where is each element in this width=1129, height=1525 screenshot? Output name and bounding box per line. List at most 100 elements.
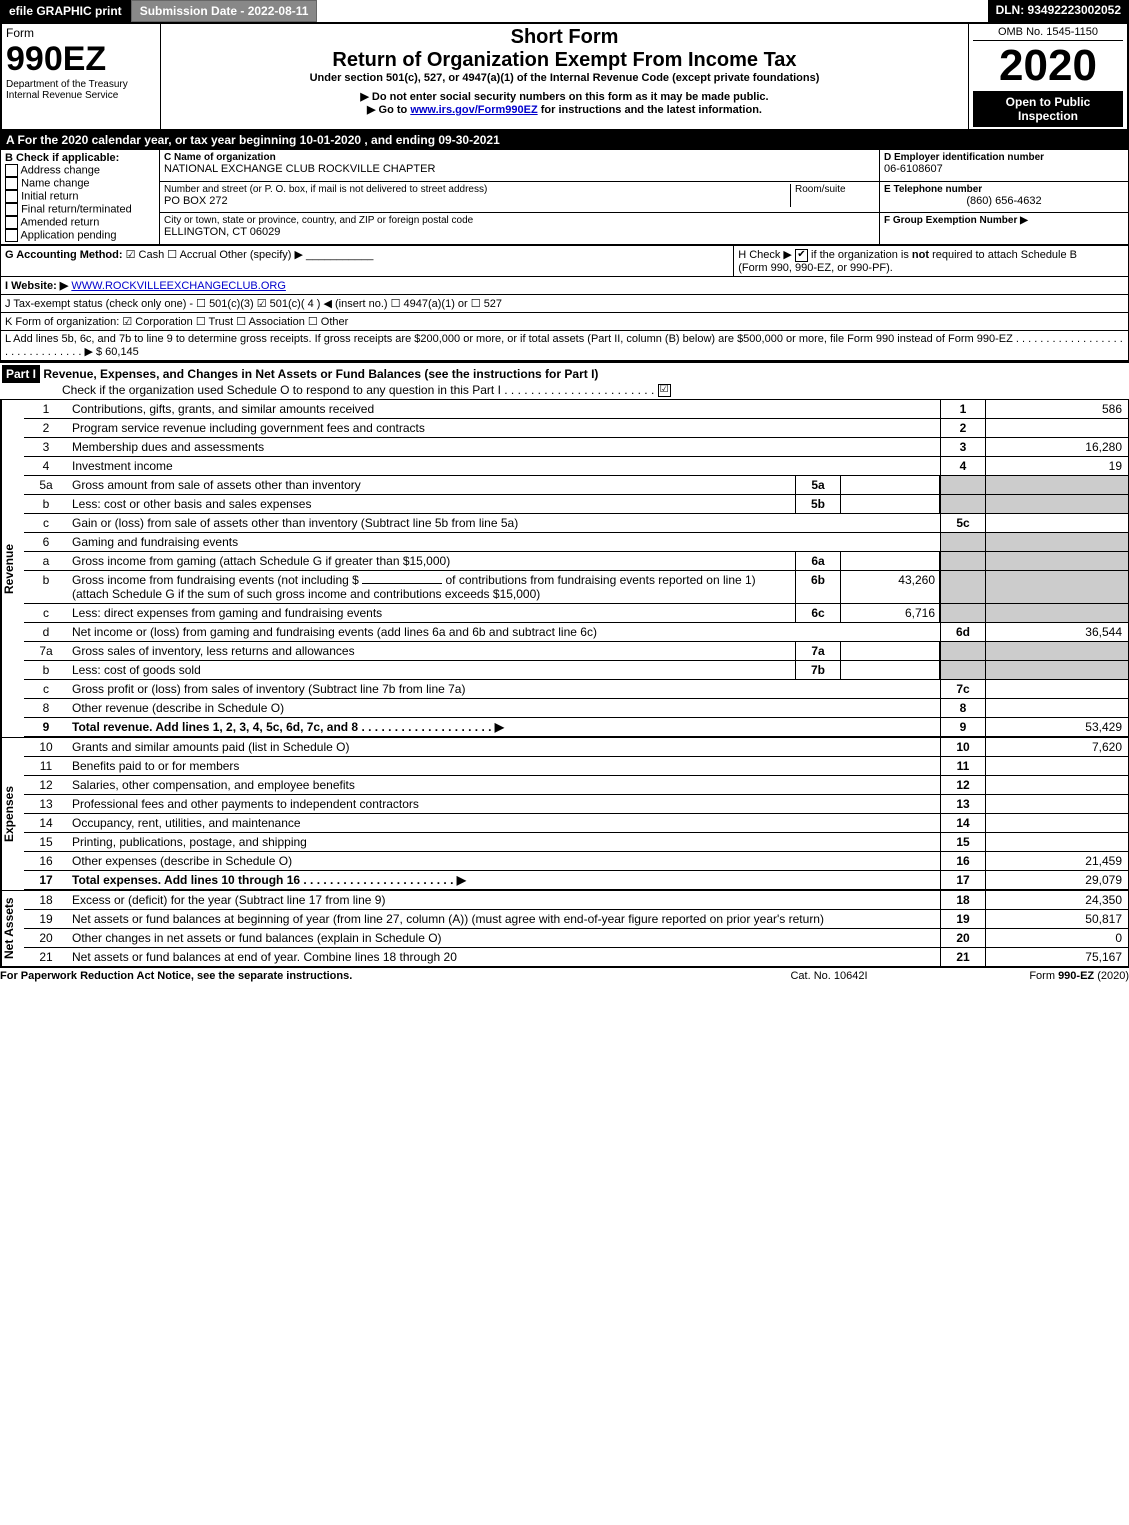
line-7a-gray xyxy=(940,642,986,660)
d-ein-lbl: D Employer identification number xyxy=(884,152,1124,163)
line-19-rl: 19 xyxy=(940,910,986,928)
c-city-lbl: City or town, state or province, country… xyxy=(164,215,875,226)
line-5b-desc: Less: cost or other basis and sales expe… xyxy=(68,495,795,513)
line-6a-desc: Gross income from gaming (attach Schedul… xyxy=(68,552,795,570)
line-19: 19Net assets or fund balances at beginni… xyxy=(24,910,1128,929)
line-6-gray xyxy=(940,533,986,551)
line-9-rl: 9 xyxy=(940,718,986,736)
form-word: Form xyxy=(6,26,156,40)
j-tax-status: J Tax-exempt status (check only one) - ☐… xyxy=(0,295,1129,313)
line-1-val: 586 xyxy=(986,400,1128,418)
b-final-return[interactable]: Final return/terminated xyxy=(5,203,155,216)
open-public-badge: Open to Public Inspection xyxy=(973,91,1123,127)
line-19-desc: Net assets or fund balances at beginning… xyxy=(68,910,940,928)
b-initial-return[interactable]: Initial return xyxy=(5,190,155,203)
instructions-link[interactable]: www.irs.gov/Form990EZ xyxy=(410,104,537,116)
entity-info-block: B Check if applicable: Address change Na… xyxy=(0,149,1129,245)
line-17-desc: Total expenses. Add lines 10 through 16 … xyxy=(68,871,940,889)
g-accrual[interactable]: ☐ Accrual xyxy=(167,249,216,261)
line-2-val xyxy=(986,419,1128,437)
line-21-val: 75,167 xyxy=(986,948,1128,966)
g-accrual-lbl: Accrual xyxy=(180,249,217,261)
line-2-desc: Program service revenue including govern… xyxy=(68,419,940,437)
line-6a: a Gross income from gaming (attach Sched… xyxy=(24,552,1128,571)
h-checkbox[interactable]: ✔ xyxy=(795,249,808,262)
part1-schedule-o-checkbox[interactable]: ☑ xyxy=(658,384,671,397)
line-14-rl: 14 xyxy=(940,814,986,832)
line-5a-desc: Gross amount from sale of assets other t… xyxy=(68,476,795,494)
netassets-section: Net Assets 18Excess or (deficit) for the… xyxy=(0,891,1129,968)
line-6c: c Less: direct expenses from gaming and … xyxy=(24,604,1128,623)
g-cash[interactable]: ☑ Cash xyxy=(126,249,165,261)
i-lbl: I Website: ▶ xyxy=(5,280,68,292)
b-name-change[interactable]: Name change xyxy=(5,177,155,190)
line-12: 12Salaries, other compensation, and empl… xyxy=(24,776,1128,795)
line-6c-sv: 6,716 xyxy=(841,604,940,622)
line-13: 13Professional fees and other payments t… xyxy=(24,795,1128,814)
efile-print-button[interactable]: efile GRAPHIC print xyxy=(0,0,131,22)
g-other[interactable]: Other (specify) ▶ ___________ xyxy=(219,249,373,261)
city-value: ELLINGTON, CT 06029 xyxy=(164,226,875,238)
line-7b-sv xyxy=(841,661,940,679)
line-10-val: 7,620 xyxy=(986,738,1128,756)
short-form-title: Short Form xyxy=(165,26,964,49)
line-3: 3 Membership dues and assessments 3 16,2… xyxy=(24,438,1128,457)
c-street-lbl: Number and street (or P. O. box, if mail… xyxy=(164,184,790,195)
c-name-lbl: C Name of organization xyxy=(164,152,875,163)
dept-treasury: Department of the Treasury xyxy=(6,79,156,90)
line-8: 8 Other revenue (describe in Schedule O)… xyxy=(24,699,1128,718)
line-6-desc: Gaming and fundraising events xyxy=(68,533,940,551)
form-header: Form 990EZ Department of the Treasury In… xyxy=(0,22,1129,131)
dln-label: DLN: 93492223002052 xyxy=(988,0,1129,22)
line-4-desc: Investment income xyxy=(68,457,940,475)
line-20-val: 0 xyxy=(986,929,1128,947)
h-not: not xyxy=(912,249,929,261)
line-20: 20Other changes in net assets or fund ba… xyxy=(24,929,1128,948)
line-10-desc: Grants and similar amounts paid (list in… xyxy=(68,738,940,756)
line-7c: c Gross profit or (loss) from sales of i… xyxy=(24,680,1128,699)
line-18-desc: Excess or (deficit) for the year (Subtra… xyxy=(68,891,940,909)
line-8-val xyxy=(986,699,1128,717)
line-5a-gray2 xyxy=(986,476,1128,494)
subtitle: Under section 501(c), 527, or 4947(a)(1)… xyxy=(165,72,964,84)
line-6b-gray xyxy=(940,571,986,603)
footer-right-pre: Form xyxy=(1029,970,1058,982)
line-16-desc: Other expenses (describe in Schedule O) xyxy=(68,852,940,870)
part1-badge: Part I xyxy=(2,365,40,383)
line-7c-desc: Gross profit or (loss) from sales of inv… xyxy=(68,680,940,698)
omb-number: OMB No. 1545-1150 xyxy=(973,26,1123,41)
b-item-5: Application pending xyxy=(20,229,116,241)
netassets-side-label: Net Assets xyxy=(1,891,24,966)
h-text4: (Form 990, 990-EZ, or 990-PF). xyxy=(738,262,893,274)
b-item-2: Initial return xyxy=(21,190,78,202)
line-11: 11Benefits paid to or for members 11 xyxy=(24,757,1128,776)
g-other-lbl: Other (specify) ▶ xyxy=(219,249,303,261)
b-amended[interactable]: Amended return xyxy=(5,216,155,229)
line-5a: 5a Gross amount from sale of assets othe… xyxy=(24,476,1128,495)
line-10-rl: 10 xyxy=(940,738,986,756)
b-pending[interactable]: Application pending xyxy=(5,229,155,242)
footer-right: Form 990-EZ (2020) xyxy=(929,970,1129,982)
b-label: B Check if applicable: xyxy=(5,152,155,164)
submission-date-button[interactable]: Submission Date - 2022-08-11 xyxy=(131,0,318,22)
line-7a-gray2 xyxy=(986,642,1128,660)
line-8-rl: 8 xyxy=(940,699,986,717)
gh-block: G Accounting Method: ☑ Cash ☐ Accrual Ot… xyxy=(0,245,1129,277)
line-12-val xyxy=(986,776,1128,794)
line-5c-desc: Gain or (loss) from sale of assets other… xyxy=(68,514,940,532)
l-gross-receipts: L Add lines 5b, 6c, and 7b to line 9 to … xyxy=(0,331,1129,361)
a-period-bar: A For the 2020 calendar year, or tax yea… xyxy=(0,131,1129,149)
b-address-change[interactable]: Address change xyxy=(5,164,155,177)
website-link[interactable]: WWW.ROCKVILLEEXCHANGECLUB.ORG xyxy=(71,280,286,292)
part1-header-row: Part I Revenue, Expenses, and Changes in… xyxy=(0,361,1129,400)
line-6c-desc: Less: direct expenses from gaming and fu… xyxy=(68,604,795,622)
line-6b-gray2 xyxy=(986,571,1128,603)
line-6b-pre: Gross income from fundraising events (no… xyxy=(72,573,359,587)
line-9-desc: Total revenue. Add lines 1, 2, 3, 4, 5c,… xyxy=(68,718,940,736)
h-text2: if the organization is xyxy=(811,249,912,261)
line-9-val: 53,429 xyxy=(986,718,1128,736)
line-6: 6 Gaming and fundraising events xyxy=(24,533,1128,552)
line-6a-sl: 6a xyxy=(795,552,841,570)
line-6c-gray2 xyxy=(986,604,1128,622)
ein-value: 06-6108607 xyxy=(884,163,1124,175)
